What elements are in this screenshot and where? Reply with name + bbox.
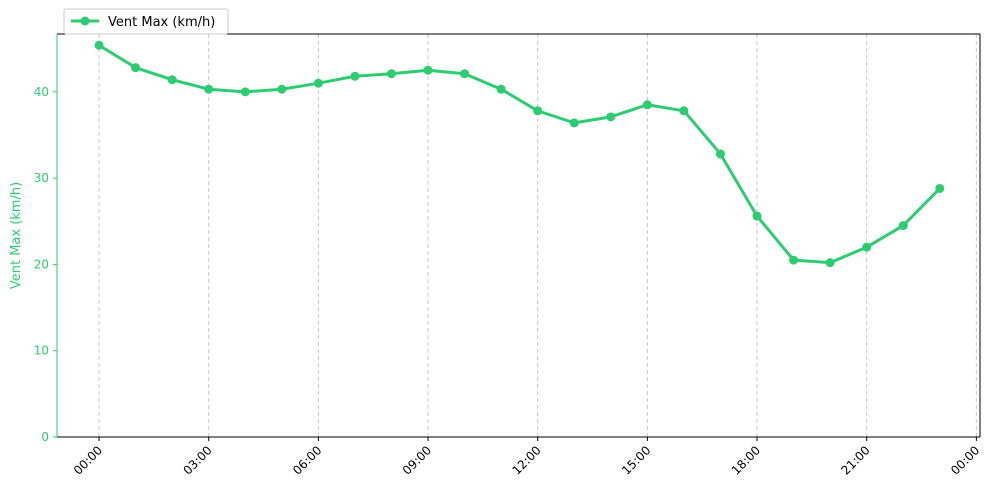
data-point (313, 78, 323, 88)
y-tick-label: 30 (34, 171, 49, 185)
data-point (131, 63, 141, 73)
y-tick-label: 0 (41, 430, 49, 444)
data-point (862, 242, 872, 252)
data-point (460, 69, 470, 79)
data-point (606, 112, 616, 122)
data-point (496, 84, 506, 94)
data-point (569, 118, 579, 128)
data-point (715, 149, 725, 159)
series-layer (94, 40, 945, 268)
data-point (167, 75, 177, 85)
data-point (350, 71, 360, 81)
data-point (825, 258, 835, 268)
data-point (789, 255, 799, 265)
data-point (752, 211, 762, 221)
data-point (679, 106, 689, 116)
data-point (423, 65, 433, 75)
y-tick-label: 20 (34, 257, 49, 271)
data-point (204, 84, 214, 94)
series-line (97, 43, 942, 265)
data-point (386, 69, 396, 79)
y-axis-ticks: 0 10 20 30 40 (34, 85, 57, 444)
data-point (642, 100, 652, 110)
legend: Vent Max (km/h) (63, 8, 229, 35)
data-point (898, 221, 908, 231)
data-point (94, 40, 104, 50)
legend-box (63, 8, 229, 35)
y-axis-label: Vent Max (km/h) (9, 182, 24, 289)
data-point (240, 87, 250, 97)
data-point (935, 183, 945, 193)
y-tick-label: 10 (34, 344, 49, 358)
data-point (533, 106, 543, 116)
legend-label: Vent Max (km/h) (108, 15, 215, 30)
data-point (277, 84, 287, 94)
legend-marker-swatch (80, 16, 90, 26)
y-tick-label: 40 (34, 85, 49, 99)
